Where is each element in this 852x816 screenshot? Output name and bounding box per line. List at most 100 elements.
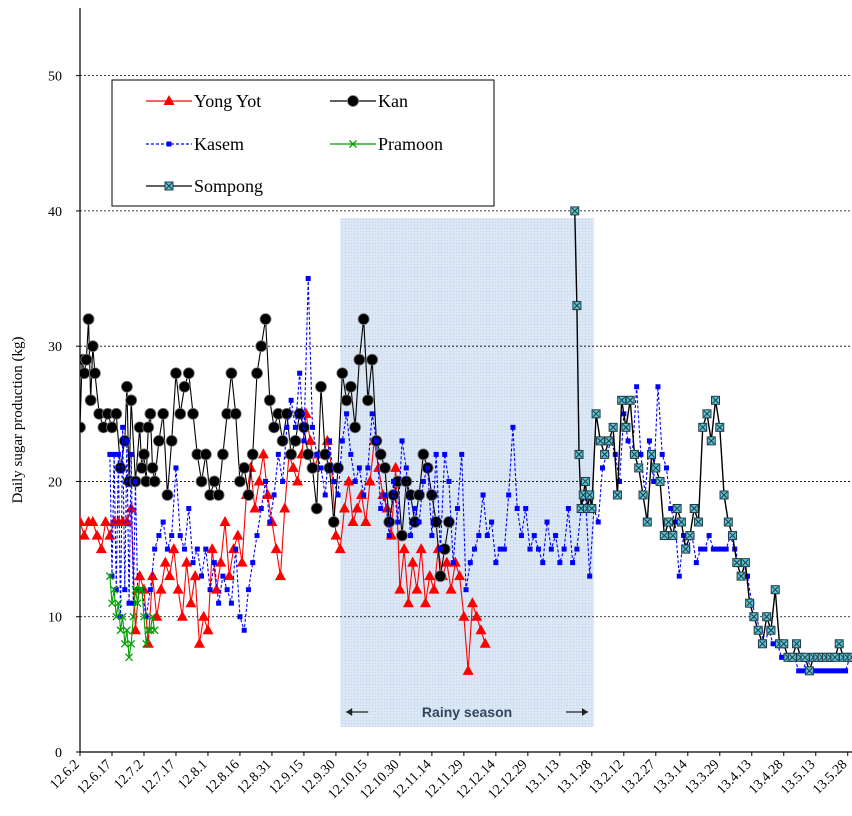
y-tick-label: 10 xyxy=(48,611,62,626)
data-point xyxy=(310,502,323,515)
data-point xyxy=(425,465,431,471)
data-point xyxy=(826,668,832,674)
data-point xyxy=(114,462,127,474)
data-point xyxy=(366,353,379,366)
data-point xyxy=(259,313,272,326)
rainy-season-label: Rainy season xyxy=(422,704,512,720)
data-point xyxy=(147,570,159,581)
data-point xyxy=(80,421,86,434)
data-point-cross xyxy=(729,532,736,539)
data-point xyxy=(398,543,410,554)
data-point xyxy=(135,587,141,593)
data-point-cross xyxy=(737,572,745,580)
data-point xyxy=(399,438,405,444)
data-point xyxy=(242,489,255,501)
data-point xyxy=(561,546,567,552)
data-point xyxy=(698,546,704,552)
data-point xyxy=(168,543,180,554)
data-point xyxy=(245,587,251,593)
data-point xyxy=(118,614,124,620)
x-tick-label: 13.5.13 xyxy=(778,757,818,797)
data-point xyxy=(458,610,470,621)
data-point-cross xyxy=(673,505,681,512)
data-point xyxy=(327,516,340,528)
data-point xyxy=(153,434,165,447)
rainy-season-arrowhead-right xyxy=(581,708,588,716)
legend-label: Pramoon xyxy=(378,134,443,154)
data-point xyxy=(84,394,97,407)
data-point xyxy=(126,600,132,606)
data-point xyxy=(129,624,141,635)
data-point-cross xyxy=(763,613,771,621)
series-line xyxy=(109,576,156,658)
data-point xyxy=(189,570,201,581)
data-point xyxy=(352,478,358,484)
data-point xyxy=(157,407,170,420)
data-point-cross xyxy=(586,491,594,499)
x-tick-label: 13.2.12 xyxy=(586,757,626,797)
data-point xyxy=(565,506,571,512)
data-point xyxy=(120,639,129,648)
data-point xyxy=(170,367,182,380)
data-point xyxy=(501,546,507,552)
data-point xyxy=(429,533,435,539)
data-point xyxy=(480,492,486,498)
data-point xyxy=(173,465,179,471)
data-point xyxy=(112,612,121,621)
legend-swatch-marker xyxy=(163,95,175,105)
data-point xyxy=(275,451,281,457)
data-point xyxy=(484,533,490,539)
data-point xyxy=(150,626,159,635)
data-point xyxy=(305,276,311,282)
data-point xyxy=(343,475,355,486)
data-point xyxy=(236,556,248,567)
data-point-cross xyxy=(665,518,672,526)
data-point xyxy=(454,570,466,581)
data-point xyxy=(172,583,184,594)
data-point xyxy=(506,492,512,498)
data-point xyxy=(434,570,447,583)
data-point xyxy=(706,533,712,539)
data-point xyxy=(800,668,806,674)
data-point xyxy=(258,506,264,512)
data-point xyxy=(202,624,214,635)
data-point xyxy=(651,478,657,484)
data-point xyxy=(382,492,388,498)
data-point xyxy=(424,570,436,581)
data-point xyxy=(187,407,199,420)
data-point xyxy=(548,546,554,552)
data-point xyxy=(544,519,550,525)
data-point xyxy=(817,668,823,674)
data-point xyxy=(280,407,293,420)
data-point xyxy=(659,451,665,457)
data-point xyxy=(408,533,414,539)
data-point xyxy=(223,570,235,581)
data-point xyxy=(390,478,396,484)
data-point xyxy=(416,519,422,525)
data-point xyxy=(373,438,379,444)
data-point xyxy=(203,546,209,552)
data-point xyxy=(338,502,350,513)
data-point xyxy=(122,587,128,593)
data-point xyxy=(830,668,836,674)
data-point-cross xyxy=(788,653,796,661)
data-point xyxy=(445,583,457,594)
data-point-cross xyxy=(635,464,643,472)
data-point xyxy=(87,516,99,527)
data-point-cross xyxy=(652,464,660,472)
data-point xyxy=(638,451,644,457)
data-point xyxy=(220,573,226,579)
data-point xyxy=(127,639,136,648)
data-point xyxy=(518,533,524,539)
data-point xyxy=(466,597,478,608)
data-point xyxy=(332,462,344,474)
x-tick-label: 13.1.28 xyxy=(554,757,594,797)
data-point xyxy=(402,597,414,608)
data-point xyxy=(314,451,320,457)
data-point xyxy=(161,489,174,501)
data-point xyxy=(133,599,142,608)
data-point xyxy=(702,546,708,552)
data-point xyxy=(387,489,400,501)
data-point-cross xyxy=(716,423,724,431)
data-point xyxy=(407,556,419,567)
